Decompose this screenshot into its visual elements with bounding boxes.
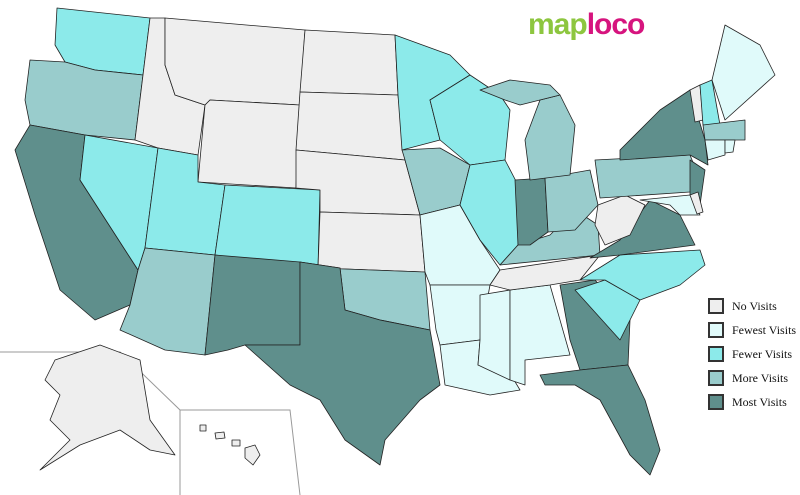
state-me[interactable] xyxy=(711,24,776,121)
legend-swatch xyxy=(708,298,724,314)
state-pa[interactable] xyxy=(594,154,701,199)
legend-item-fewer: Fewer Visits xyxy=(708,342,796,366)
inset-border xyxy=(180,409,301,495)
state-tx[interactable] xyxy=(244,261,441,466)
legend-item-none: No Visits xyxy=(708,294,796,318)
state-ri[interactable] xyxy=(724,139,736,154)
legend-item-fewest: Fewest Visits xyxy=(708,318,796,342)
legend-swatch xyxy=(708,322,724,338)
state-wi[interactable] xyxy=(429,74,511,166)
legend-label: Fewest Visits xyxy=(732,322,797,337)
state-al[interactable] xyxy=(509,284,571,386)
state-hi[interactable] xyxy=(199,424,207,432)
state-ak[interactable] xyxy=(39,344,176,471)
logo-part-loco: loco xyxy=(586,8,646,41)
legend-label: Most Visits xyxy=(732,394,787,409)
state-co[interactable] xyxy=(214,184,321,269)
state-ct[interactable] xyxy=(704,139,726,161)
state-hi[interactable] xyxy=(231,439,241,447)
legend-swatch xyxy=(708,346,724,362)
state-fl[interactable] xyxy=(539,364,661,476)
maploco-logo: maploco xyxy=(528,8,646,42)
state-nm[interactable] xyxy=(204,254,301,356)
state-sd[interactable] xyxy=(295,91,406,161)
legend-label: More Visits xyxy=(732,370,789,385)
state-mi[interactable] xyxy=(479,79,561,106)
logo-part-map: map xyxy=(528,8,588,41)
state-nd[interactable] xyxy=(299,29,399,96)
state-wy[interactable] xyxy=(197,99,301,189)
legend-item-most: Most Visits xyxy=(708,390,796,414)
state-mt[interactable] xyxy=(164,17,306,106)
state-md[interactable] xyxy=(639,194,701,216)
state-hi[interactable] xyxy=(244,444,261,466)
state-in[interactable] xyxy=(514,177,549,246)
legend-swatch xyxy=(708,394,724,410)
state-oh[interactable] xyxy=(544,169,599,233)
legend-label: No Visits xyxy=(732,298,777,313)
state-ms[interactable] xyxy=(477,289,511,381)
inset-border xyxy=(0,351,181,495)
state-ks[interactable] xyxy=(317,211,426,273)
legend-item-more: More Visits xyxy=(708,366,796,390)
state-nc[interactable] xyxy=(579,249,706,301)
state-de[interactable] xyxy=(689,191,704,215)
state-ma[interactable] xyxy=(702,119,746,141)
legend-label: Fewer Visits xyxy=(732,346,793,361)
state-mi[interactable] xyxy=(524,94,576,181)
legend-swatch xyxy=(708,370,724,386)
legend: No Visits Fewest Visits Fewer Visits Mor… xyxy=(708,294,796,414)
state-hi[interactable] xyxy=(214,431,226,440)
